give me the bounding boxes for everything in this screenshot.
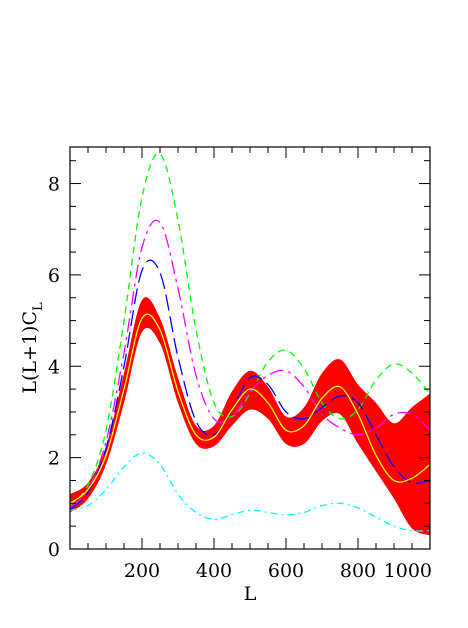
x-tick-label: 1000: [384, 560, 432, 582]
error-band: [70, 297, 430, 536]
y-axis-label-subscript: L: [31, 302, 46, 311]
plot-frame: [69, 146, 431, 550]
x-axis-label: L: [244, 583, 257, 605]
series-line-3: [70, 259, 430, 511]
axis-ticks: [70, 147, 430, 549]
y-tick-label: 0: [48, 539, 60, 561]
series-line-4: [70, 452, 430, 532]
x-tick-label: 200: [124, 560, 160, 582]
y-tick-label: 2: [48, 448, 60, 470]
x-tick-label: 600: [268, 560, 304, 582]
x-tick-label: 800: [340, 560, 376, 582]
y-tick-label: 4: [48, 356, 60, 378]
y-axis-label-main: L(L+1)C: [19, 311, 41, 394]
y-axis-label: L(L+1)CL: [19, 302, 46, 394]
series-line-1: [70, 152, 430, 507]
y-tick-label: 6: [48, 265, 60, 287]
axis-tick-labels: 200 400 600 800 1000 0 2 4 6 8: [48, 174, 432, 582]
series-line-0: [70, 313, 430, 504]
y-tick-label: 8: [48, 174, 60, 196]
x-tick-label: 400: [196, 560, 232, 582]
plot-area: [70, 152, 430, 536]
